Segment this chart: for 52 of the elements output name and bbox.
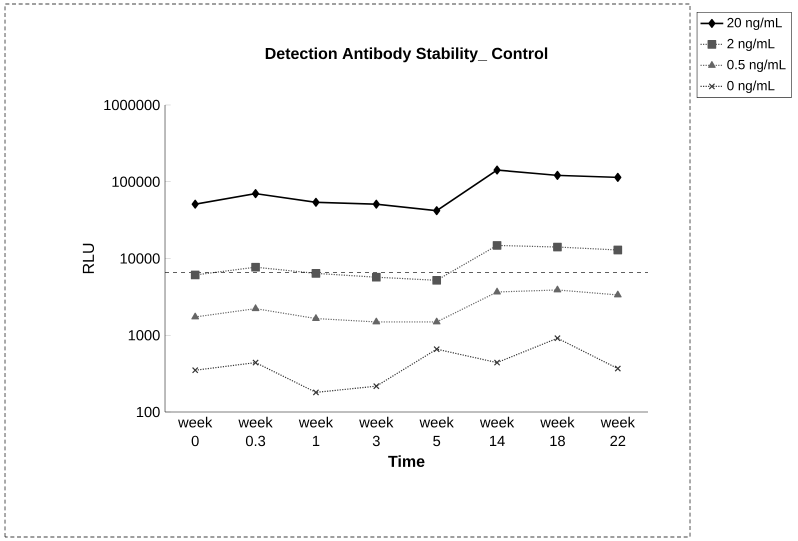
point [493,166,501,175]
point [432,318,441,324]
point [494,359,500,366]
point [614,172,622,182]
x-tick-label: week 0 [178,416,212,446]
point [372,272,381,282]
x-tick-label: week 0.3 [238,416,273,446]
point [433,206,440,216]
point [192,366,198,374]
point [190,270,200,280]
point [252,359,259,366]
x-tick-label: week 3 [359,416,394,446]
y-tick-label: 1000 [128,330,160,340]
y-axis-title: RLU [82,244,94,274]
point [492,241,502,250]
point [614,290,622,298]
point [373,382,380,390]
y-tick-label: 1000000 [104,100,160,110]
legend-label: 0.5 ng/mL [727,60,786,72]
point [432,276,442,285]
point [553,242,562,252]
point [312,198,320,207]
point [251,262,260,272]
x-tick-label: week 18 [540,416,575,446]
point [252,189,260,198]
point [252,304,260,312]
point [493,288,501,294]
legend-label: 0 ng/mL [727,80,774,93]
x-tick-label: week 22 [600,416,635,446]
point [372,318,380,324]
point [433,346,440,352]
x-tick-label: week 1 [298,416,334,446]
legend-label: 20 ng/mL [727,18,782,30]
legend-label: 2 ng/mL [727,38,774,51]
point [312,269,320,278]
point [614,365,622,372]
point [191,312,200,320]
point [613,246,622,254]
x-tick-label: week 5 [420,416,454,446]
chart-title: Detection Antibody Stability_ Control [266,47,548,62]
x-axis-title: Time [388,455,424,468]
point [192,200,199,209]
point [554,334,561,342]
y-tick-label: 100000 [112,176,160,187]
x-tick-label: week 14 [480,416,514,446]
point [372,200,380,209]
point [312,389,320,396]
y-tick-label: 10000 [120,253,160,264]
point [312,314,320,322]
point [554,170,562,180]
point [554,286,562,292]
y-tick-label: 100 [136,406,160,418]
